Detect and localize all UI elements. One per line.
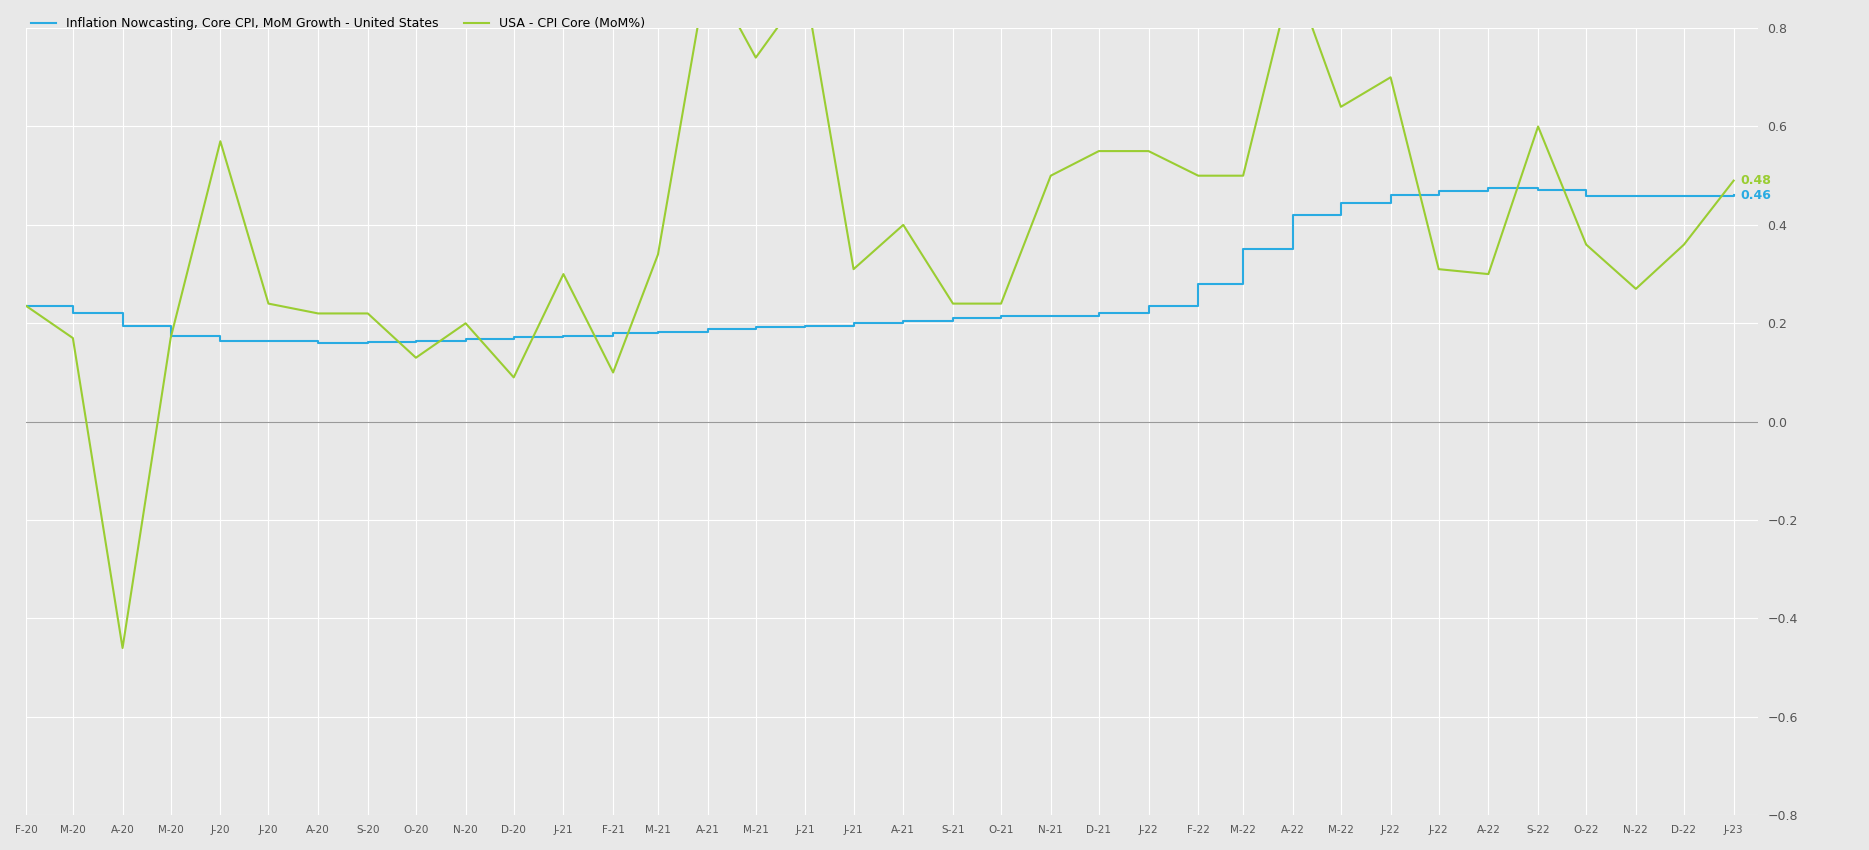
Text: 0.48: 0.48: [1740, 174, 1772, 187]
Legend: Inflation Nowcasting, Core CPI, MoM Growth - United States, USA - CPI Core (MoM%: Inflation Nowcasting, Core CPI, MoM Grow…: [26, 13, 650, 36]
Text: 0.46: 0.46: [1740, 189, 1772, 201]
